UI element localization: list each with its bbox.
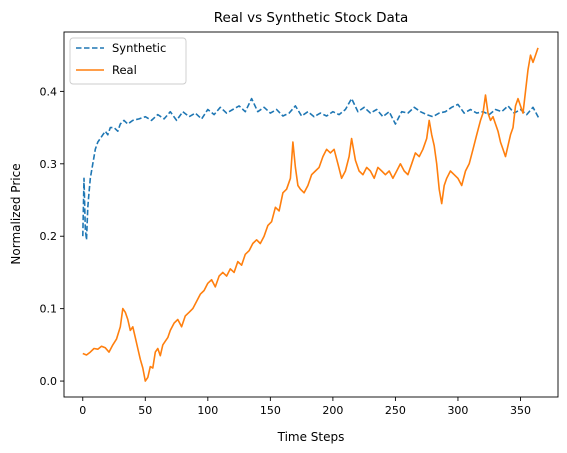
x-tick-label: 350	[510, 404, 531, 417]
y-tick-label: 0.2	[40, 230, 58, 243]
chart-title: Real vs Synthetic Stock Data	[214, 10, 409, 26]
x-tick-label: 100	[197, 404, 218, 417]
x-tick-label: 150	[260, 404, 281, 417]
plot-area-frame	[63, 31, 559, 398]
x-axis-ticks: 0 50 100 150 200 250 300 350	[79, 397, 531, 417]
x-tick-label: 300	[447, 404, 468, 417]
legend-label-real: Real	[112, 63, 137, 77]
x-tick-label: 250	[385, 404, 406, 417]
x-tick-label: 200	[322, 404, 343, 417]
legend: Synthetic Real	[69, 37, 187, 85]
legend-label-synthetic: Synthetic	[112, 41, 166, 55]
x-tick-label: 0	[79, 404, 86, 417]
legend-box	[69, 37, 187, 85]
x-axis-label: Time Steps	[277, 430, 345, 444]
y-axis-ticks: 0.0 0.1 0.2 0.3 0.4	[40, 85, 64, 388]
y-tick-label: 0.0	[40, 375, 58, 388]
y-tick-label: 0.1	[40, 303, 58, 316]
plot-series	[82, 47, 540, 382]
y-tick-label: 0.4	[40, 85, 58, 98]
x-tick-label: 50	[138, 404, 152, 417]
y-axis-label: Normalized Price	[9, 163, 23, 264]
series-line-real	[82, 47, 539, 382]
series-line-synthetic	[82, 97, 540, 241]
y-tick-label: 0.3	[40, 158, 58, 171]
